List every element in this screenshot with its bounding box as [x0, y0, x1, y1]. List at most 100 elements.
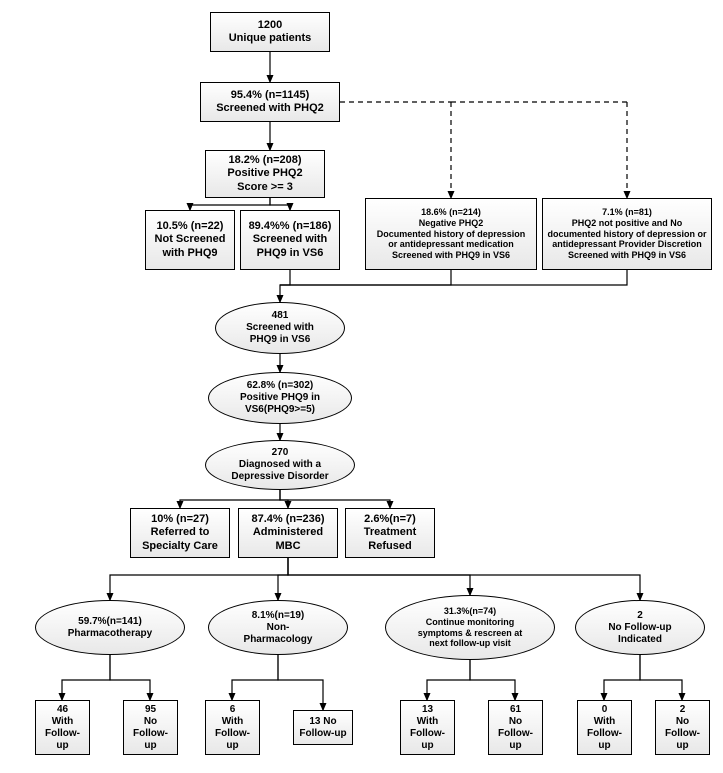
node-line: 31.3%(n=74) — [444, 606, 496, 617]
node-line: Follow- — [587, 728, 622, 740]
node-line: 2.6%(n=7) — [364, 513, 416, 526]
node-line: Screened with — [246, 322, 314, 334]
flow-node-n14: 59.7%(n=141)Pharmacotherapy — [35, 600, 185, 655]
node-line: Follow- — [133, 728, 168, 740]
node-line: No — [509, 716, 522, 728]
node-line: Pharmacotherapy — [68, 628, 152, 640]
node-line: 2 — [680, 704, 686, 716]
node-line: Indicated — [618, 634, 662, 646]
edge-26 — [604, 655, 640, 700]
node-line: 2 — [637, 610, 643, 622]
node-line: 8.1%(n=19) — [252, 610, 305, 622]
node-line: Follow- — [215, 728, 250, 740]
node-line: Screened with PHQ9 in VS6 — [568, 250, 686, 261]
edge-15 — [280, 490, 390, 508]
node-line: Diagnosed with a — [239, 459, 321, 471]
node-line: 6 — [230, 704, 236, 716]
node-line: No — [676, 716, 689, 728]
node-line: Unique patients — [229, 32, 312, 45]
node-line: 10% (n=27) — [151, 513, 209, 526]
edge-21 — [110, 655, 150, 700]
flow-node-n12: 87.4% (n=236)AdministeredMBC — [238, 508, 338, 558]
flow-node-n5: 89.4%% (n=186)Screened withPHQ9 in VS6 — [240, 210, 340, 270]
node-line: 7.1% (n=81) — [602, 207, 652, 218]
edge-24 — [427, 660, 470, 700]
node-line: VS6(PHQ9>=5) — [245, 404, 315, 416]
edge-18 — [288, 558, 470, 595]
node-line: Documented history of depression — [377, 229, 526, 240]
edge-10 — [280, 270, 627, 285]
node-line: up — [509, 740, 521, 752]
flow-node-n6: 18.6% (n=214)Negative PHQ2Documented his… — [365, 198, 537, 270]
node-line: Score >= 3 — [237, 181, 293, 194]
flow-node-n19: 95NoFollow-up — [123, 700, 178, 755]
node-line: documented history of depression or — [547, 229, 706, 240]
node-line: Screened with — [253, 233, 328, 246]
flow-node-n16: 31.3%(n=74)Continue monitoringsymptoms &… — [385, 595, 555, 660]
node-line: up — [421, 740, 433, 752]
node-line: 481 — [272, 310, 289, 322]
node-line: 18.6% (n=214) — [421, 207, 481, 218]
node-line: Negative PHQ2 — [419, 218, 484, 229]
flow-node-n24: 0WithFollow-up — [577, 700, 632, 755]
flow-node-n23: 61NoFollow-up — [488, 700, 543, 755]
flow-node-n25: 2NoFollow-up — [655, 700, 710, 755]
edge-25 — [470, 660, 515, 700]
node-line: 270 — [272, 447, 289, 459]
flow-node-n4: 10.5% (n=22)Not Screenedwith PHQ9 — [145, 210, 235, 270]
node-line: With — [222, 716, 244, 728]
flow-node-n10: 270Diagnosed with aDepressive Disorder — [205, 440, 355, 490]
node-line: 0 — [602, 704, 608, 716]
node-line: 62.8% (n=302) — [247, 380, 313, 392]
node-line: 59.7%(n=141) — [78, 616, 142, 628]
edge-3 — [270, 198, 290, 210]
edge-17 — [278, 558, 288, 600]
node-line: Follow- — [665, 728, 700, 740]
node-line: up — [226, 740, 238, 752]
node-line: next follow-up visit — [429, 638, 511, 649]
flow-node-n3: 18.2% (n=208)Positive PHQ2Score >= 3 — [205, 150, 325, 198]
node-line: Positive PHQ9 in — [240, 392, 320, 404]
node-line: Administered — [253, 526, 323, 539]
node-line: Follow-up — [299, 728, 346, 740]
edge-9 — [280, 270, 451, 285]
node-line: Treatment — [364, 526, 417, 539]
flow-node-n18: 46WithFollow-up — [35, 700, 90, 755]
node-line: PHQ2 not positive and No — [572, 218, 683, 229]
flow-node-n20: 6WithFollow-up — [205, 700, 260, 755]
node-line: With — [52, 716, 74, 728]
node-line: Specialty Care — [142, 540, 218, 553]
flow-node-n1: 1200Unique patients — [210, 12, 330, 52]
node-line: Depressive Disorder — [231, 471, 328, 483]
node-line: or antidepressant medication — [388, 239, 514, 250]
node-line: up — [144, 740, 156, 752]
flow-node-n11: 10% (n=27)Referred toSpecialty Care — [130, 508, 230, 558]
node-line: 61 — [510, 704, 521, 716]
node-line: 13 — [422, 704, 433, 716]
node-line: up — [598, 740, 610, 752]
edge-20 — [62, 655, 110, 700]
node-line: No Follow-up — [608, 622, 671, 634]
flow-node-n15: 8.1%(n=19)Non-Pharmacology — [208, 600, 348, 655]
node-line: with PHQ9 — [162, 247, 217, 260]
node-line: PHQ9 in VS6 — [257, 247, 324, 260]
node-line: 18.2% (n=208) — [228, 154, 301, 167]
node-line: 87.4% (n=236) — [251, 513, 324, 526]
flow-node-n7: 7.1% (n=81)PHQ2 not positive and Nodocum… — [542, 198, 712, 270]
edge-23 — [278, 655, 323, 710]
node-line: With — [594, 716, 616, 728]
edge-14 — [280, 490, 288, 508]
flow-node-n9: 62.8% (n=302)Positive PHQ9 inVS6(PHQ9>=5… — [208, 372, 352, 424]
node-line: 46 — [57, 704, 68, 716]
node-line: Referred to — [151, 526, 210, 539]
node-line: 89.4%% (n=186) — [249, 220, 332, 233]
edge-13 — [180, 490, 280, 508]
node-line: 10.5% (n=22) — [157, 220, 224, 233]
node-line: 95.4% (n=1145) — [231, 89, 310, 102]
node-line: Continue monitoring — [426, 617, 514, 628]
edge-8 — [280, 270, 290, 302]
flowchart-container: 1200Unique patients 95.4% (n=1145) Screene… — [10, 10, 713, 763]
node-line: up — [676, 740, 688, 752]
node-line: up — [56, 740, 68, 752]
node-line: 1200 — [258, 19, 282, 32]
